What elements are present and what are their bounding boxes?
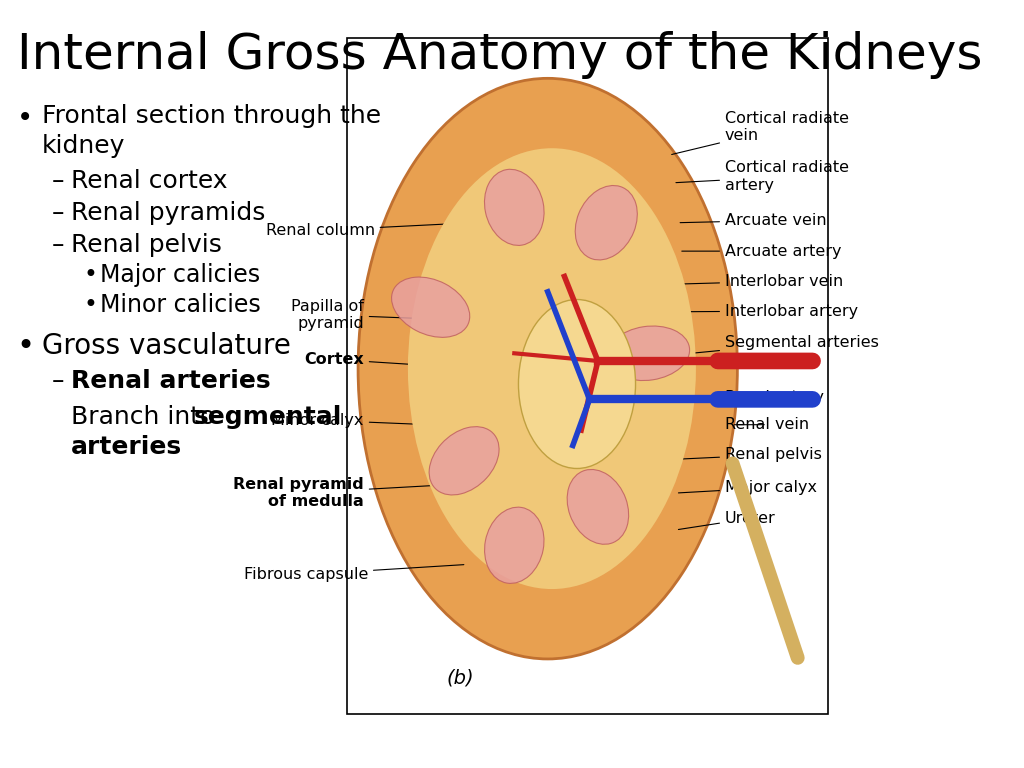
Ellipse shape	[429, 427, 499, 495]
Ellipse shape	[484, 507, 544, 584]
Ellipse shape	[408, 148, 696, 589]
FancyBboxPatch shape	[347, 38, 827, 714]
Ellipse shape	[575, 186, 637, 260]
Ellipse shape	[358, 78, 737, 659]
Text: Renal pelvis: Renal pelvis	[679, 447, 822, 462]
Text: •: •	[84, 293, 97, 317]
Text: Renal arteries: Renal arteries	[71, 369, 270, 392]
Text: kidney: kidney	[42, 134, 125, 158]
Text: Renal cortex: Renal cortex	[71, 169, 227, 193]
Text: Renal pelvis: Renal pelvis	[71, 233, 222, 257]
Text: Ureter: Ureter	[679, 511, 776, 529]
Text: Interlobar vein: Interlobar vein	[678, 273, 843, 289]
Text: Major calicies: Major calicies	[100, 263, 260, 287]
Text: •: •	[84, 263, 97, 287]
Text: Internal Gross Anatomy of the Kidneys: Internal Gross Anatomy of the Kidneys	[16, 31, 982, 79]
Ellipse shape	[606, 326, 689, 380]
Text: Arcuate artery: Arcuate artery	[682, 243, 842, 259]
Text: –: –	[52, 201, 65, 225]
Text: Major calyx: Major calyx	[679, 480, 817, 495]
Text: –: –	[52, 169, 65, 193]
Text: Cortical radiate
artery: Cortical radiate artery	[676, 161, 849, 193]
Text: Minor calicies: Minor calicies	[100, 293, 261, 317]
Text: Arcuate vein: Arcuate vein	[680, 213, 826, 228]
Text: Branch into: Branch into	[71, 405, 223, 429]
Text: Renal vein: Renal vein	[725, 417, 809, 432]
Text: Papilla of
pyramid: Papilla of pyramid	[291, 299, 464, 331]
FancyArrowPatch shape	[732, 463, 798, 658]
Ellipse shape	[567, 469, 629, 545]
Text: Minor calyx: Minor calyx	[271, 412, 464, 428]
Ellipse shape	[484, 169, 544, 246]
Text: Cortex: Cortex	[304, 352, 452, 367]
Text: Renal pyramids: Renal pyramids	[71, 201, 265, 225]
Ellipse shape	[391, 277, 470, 337]
Text: Renal pyramid
of medulla: Renal pyramid of medulla	[233, 477, 462, 509]
Text: –: –	[52, 369, 65, 392]
Text: Fibrous capsule: Fibrous capsule	[244, 564, 464, 582]
Text: Segmental arteries: Segmental arteries	[679, 335, 879, 355]
Text: Renal artery: Renal artery	[725, 389, 824, 405]
Text: arteries: arteries	[71, 435, 182, 459]
Text: Renal column: Renal column	[265, 223, 470, 238]
Text: Gross vasculature: Gross vasculature	[42, 332, 291, 359]
Text: segmental: segmental	[194, 405, 342, 429]
Text: (b): (b)	[446, 668, 474, 687]
Text: •: •	[16, 332, 35, 361]
Text: Interlobar artery: Interlobar artery	[674, 303, 858, 319]
Text: •: •	[16, 104, 33, 131]
Ellipse shape	[518, 300, 636, 468]
Text: –: –	[52, 233, 65, 257]
Text: Cortical radiate
vein: Cortical radiate vein	[672, 111, 849, 154]
Text: Frontal section through the: Frontal section through the	[42, 104, 381, 127]
